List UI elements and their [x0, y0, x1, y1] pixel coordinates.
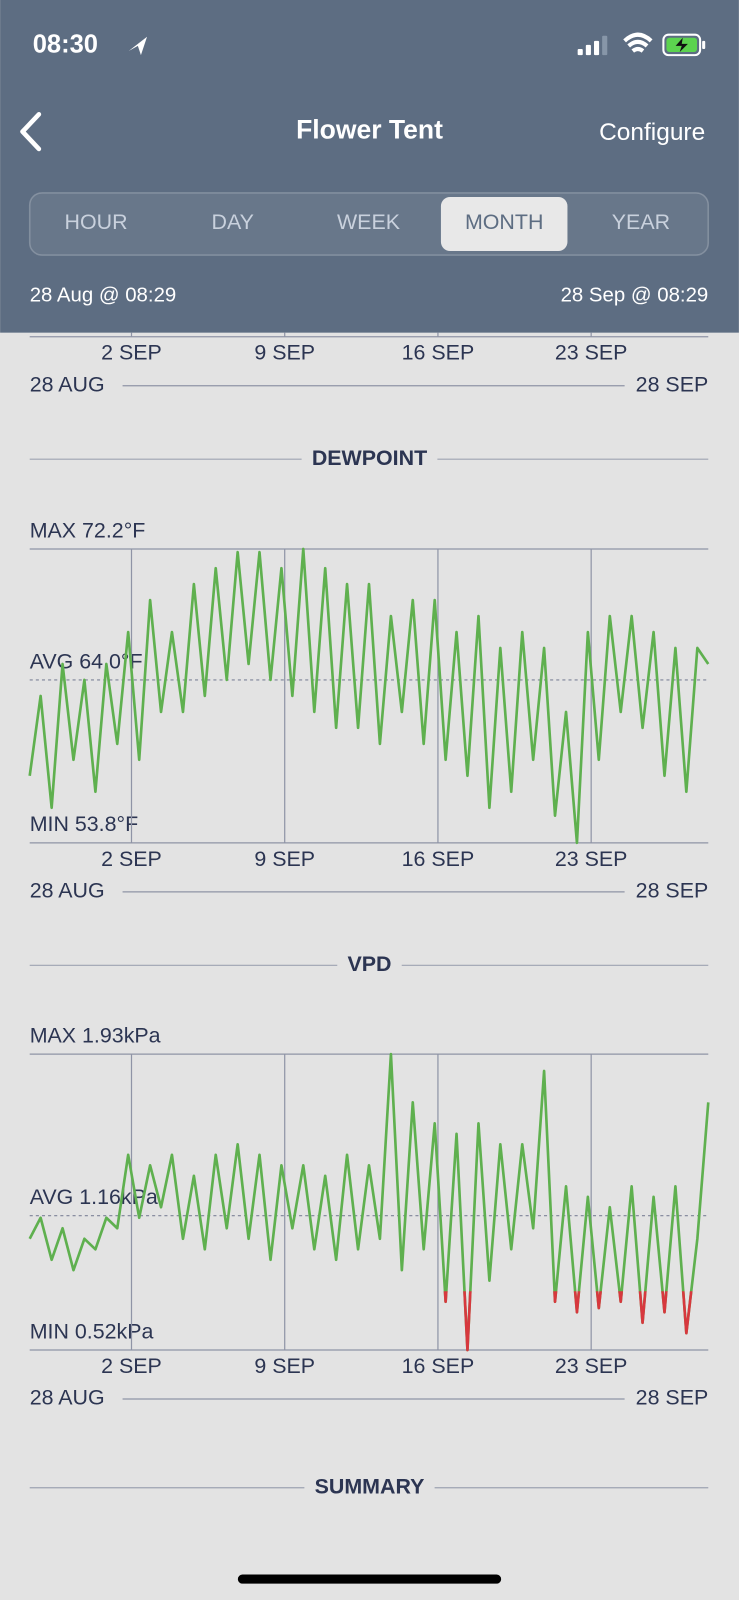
section-title: VPD — [347, 952, 391, 976]
segment-selected — [440, 196, 568, 252]
signal-icon — [577, 35, 608, 56]
range-label-start: 28 AUG — [30, 372, 105, 396]
x-tick-label: 16 SEP — [402, 341, 475, 365]
range-label-end: 28 SEP — [636, 878, 709, 902]
wifi-icon — [623, 32, 653, 53]
x-tick-label: 9 SEP — [254, 341, 315, 365]
y-tick-label: MAX 1.93kPa — [30, 1023, 161, 1047]
x-tick-label: 23 SEP — [555, 1354, 628, 1378]
status-time: 08:30 — [33, 31, 98, 59]
y-tick-label: MAX 72.2°F — [30, 518, 146, 542]
x-tick-label: 2 SEP — [101, 847, 162, 871]
x-tick-label: 2 SEP — [101, 1354, 162, 1378]
data-line — [28, 547, 710, 845]
range-start: 28 Aug @ 08:29 — [30, 284, 177, 306]
back-button[interactable] — [20, 111, 42, 152]
segment[interactable]: WEEK — [337, 210, 401, 234]
y-tick-label: MIN 53.8°F — [30, 812, 138, 836]
nav-title: Flower Tent — [296, 115, 443, 145]
home-indicator — [237, 1574, 502, 1584]
segment[interactable]: HOUR — [65, 210, 128, 234]
data-line — [28, 1052, 710, 1352]
segment[interactable]: YEAR — [612, 210, 670, 234]
x-tick-label: 9 SEP — [254, 847, 315, 871]
location-icon — [128, 36, 148, 56]
x-tick-label: 23 SEP — [555, 341, 628, 365]
segment[interactable]: MONTH — [465, 210, 543, 234]
range-label-end: 28 SEP — [636, 1386, 709, 1410]
x-tick-label: 16 SEP — [402, 1354, 475, 1378]
x-tick-label: 9 SEP — [254, 1354, 315, 1378]
y-tick-label: AVG 1.16kPa — [30, 1185, 158, 1209]
range-label-start: 28 AUG — [30, 878, 105, 902]
x-tick-label: 23 SEP — [555, 847, 628, 871]
configure-button[interactable]: Configure — [599, 119, 705, 146]
range-label-end: 28 SEP — [636, 372, 709, 396]
section-title: SUMMARY — [315, 1474, 425, 1498]
y-tick-label: MIN 0.52kPa — [30, 1319, 154, 1343]
segment[interactable]: DAY — [212, 210, 254, 234]
range-label-start: 28 AUG — [30, 1386, 105, 1410]
section-title: DEWPOINT — [312, 446, 427, 470]
x-tick-label: 16 SEP — [402, 847, 475, 871]
battery-icon — [662, 33, 706, 57]
header-bg — [0, 0, 739, 333]
range-end: 28 Sep @ 08:29 — [561, 284, 709, 306]
x-tick-label: 2 SEP — [101, 341, 162, 365]
